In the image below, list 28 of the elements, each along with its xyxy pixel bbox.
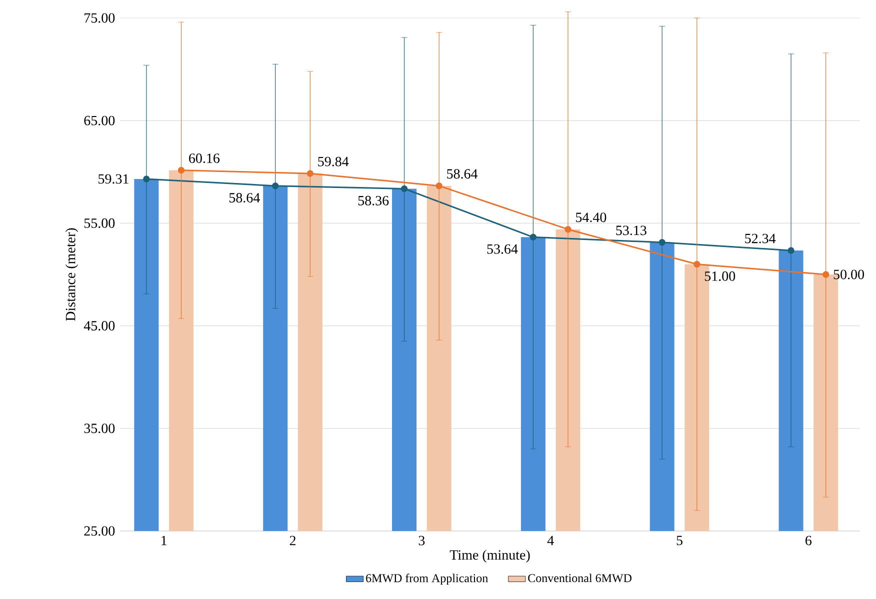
data-label: 59.84 [318,156,349,166]
legend-label: Conventional 6MWD [528,574,632,582]
data-label: 58.64 [447,169,478,179]
data-label: 59.31 [98,174,128,184]
data-label: 52.34 [745,234,776,244]
data-label: 53.64 [487,244,518,254]
data-label: 58.36 [358,196,389,206]
y-tick-label: 45.00 [84,321,115,331]
x-tick-label: 3 [418,536,425,546]
x-axis-title: Time (minute) [450,550,530,563]
y-tick-label: 55.00 [84,218,115,228]
y-tick-label: 35.00 [84,424,115,434]
data-label: 58.64 [229,193,260,203]
legend-label: 6MWD from Application [366,574,488,585]
x-tick-label: 6 [806,536,812,546]
x-tick-label: 1 [162,536,166,546]
data-label: 60.16 [189,154,220,164]
data-label: 53.13 [616,226,646,236]
y-tick-label: 65.00 [84,116,115,126]
data-label: 50.00 [834,270,864,280]
y-tick-label: 75.00 [84,13,115,23]
y-axis-title: Distance (meter) [65,228,78,321]
x-tick-label: 4 [547,536,554,546]
x-tick-label: 2 [290,536,296,546]
data-label: 54.40 [576,212,606,222]
y-tick-label: 25.00 [84,526,115,536]
data-label: 51.00 [704,271,736,281]
x-tick-label: 5 [676,536,682,546]
